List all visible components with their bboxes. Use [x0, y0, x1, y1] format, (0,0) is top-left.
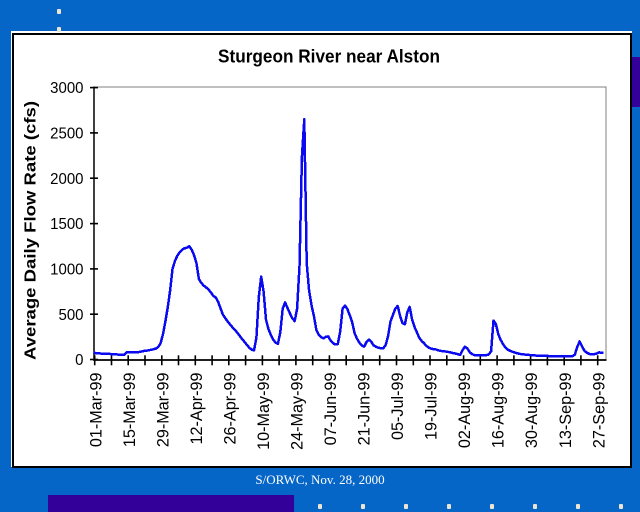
svg-text:1500: 1500: [50, 216, 83, 233]
svg-text:27-Sep-99: 27-Sep-99: [590, 373, 608, 449]
svg-text:24-May-99: 24-May-99: [289, 373, 307, 450]
svg-text:12-Apr-99: 12-Apr-99: [188, 373, 206, 445]
svg-text:16-Aug-99: 16-Aug-99: [490, 373, 508, 449]
svg-text:10-May-99: 10-May-99: [255, 373, 273, 450]
svg-text:07-Jun-99: 07-Jun-99: [322, 373, 340, 446]
svg-text:01-Mar-99: 01-Mar-99: [87, 373, 105, 448]
svg-text:3000: 3000: [50, 80, 83, 97]
svg-text:0: 0: [75, 352, 83, 369]
svg-text:500: 500: [58, 306, 83, 323]
svg-text:29-Mar-99: 29-Mar-99: [154, 373, 172, 448]
svg-text:26-Apr-99: 26-Apr-99: [221, 373, 239, 445]
svg-text:Average Daily Flow Rate (cfs): Average Daily Flow Rate (cfs): [21, 101, 39, 360]
svg-text:13-Sep-99: 13-Sep-99: [557, 373, 575, 449]
svg-text:02-Aug-99: 02-Aug-99: [456, 373, 474, 449]
svg-text:05-Jul-99: 05-Jul-99: [389, 373, 407, 441]
svg-text:2500: 2500: [50, 125, 83, 142]
svg-text:21-Jun-99: 21-Jun-99: [356, 373, 374, 446]
svg-text:Sturgeon River near Alston: Sturgeon River near Alston: [218, 46, 440, 67]
svg-text:15-Mar-99: 15-Mar-99: [121, 373, 139, 448]
svg-text:19-Jul-99: 19-Jul-99: [423, 373, 441, 441]
svg-text:30-Aug-99: 30-Aug-99: [523, 373, 541, 449]
svg-text:2000: 2000: [50, 170, 83, 187]
svg-text:1000: 1000: [50, 261, 83, 278]
